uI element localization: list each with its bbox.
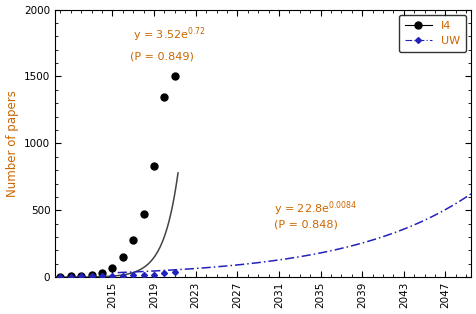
- Y-axis label: Number of papers: Number of papers: [6, 90, 19, 197]
- Text: (P = 0.848): (P = 0.848): [273, 220, 337, 230]
- Text: y = 22.8e$^{0.0084}$: y = 22.8e$^{0.0084}$: [273, 200, 356, 218]
- Legend: I4, UW: I4, UW: [398, 15, 465, 52]
- Text: y = 3.52e$^{0.72}$: y = 3.52e$^{0.72}$: [133, 26, 206, 44]
- Text: (P = 0.849): (P = 0.849): [130, 51, 194, 61]
